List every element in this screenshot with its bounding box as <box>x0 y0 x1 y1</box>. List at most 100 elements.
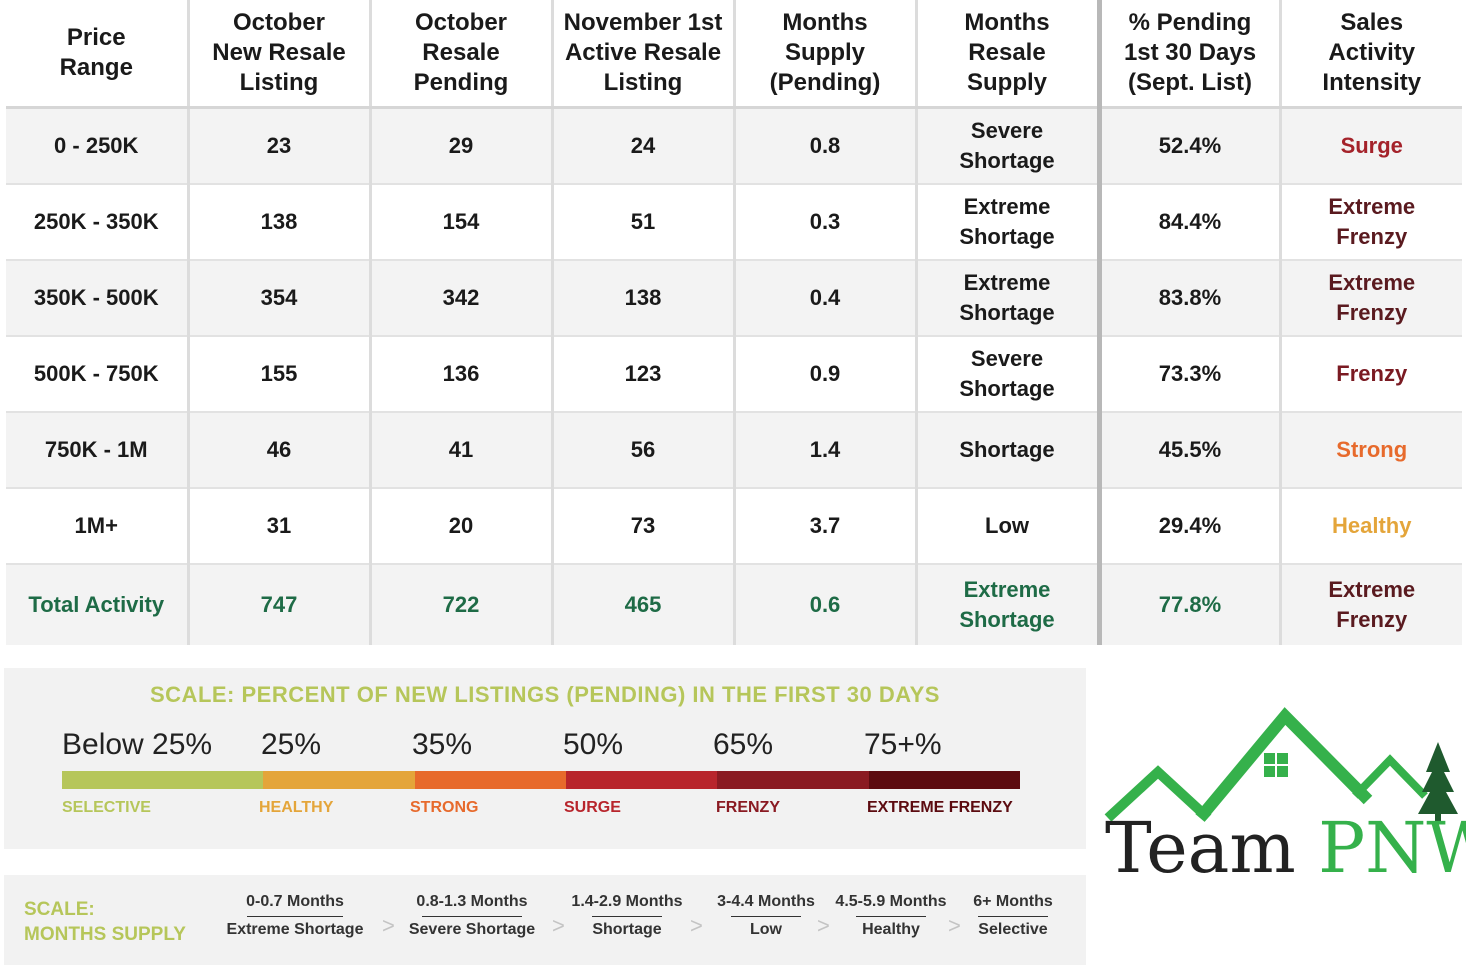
cell-price-range: 500K - 750K <box>6 335 190 413</box>
tier-label: SURGE <box>564 799 621 816</box>
cell-pct-pending: 83.8% <box>1099 259 1282 337</box>
cell-months-resale-supply: Extreme Shortage <box>916 563 1102 645</box>
table-row: 500K - 750K 155 136 123 0.9 Severe Shortage 73.… <box>6 335 1462 413</box>
cell-active-listing: 56 <box>552 411 736 489</box>
threshold-label: 75+% <box>864 728 942 761</box>
scale-segment-surge <box>566 771 717 789</box>
table-total-row: Total Activity 747 722 465 0.6 Extreme Shortag… <box>6 563 1462 645</box>
tier-label: STRONG <box>410 799 479 816</box>
cell-sales-intensity: Healthy <box>1280 487 1462 565</box>
table-row: 0 - 250K 23 29 24 0.8 Severe Shortage 52.4% Surg… <box>6 107 1462 185</box>
cell-months-resale-supply: Extreme Shortage <box>916 183 1102 261</box>
pending-percent-scale-title: SCALE: PERCENT OF NEW LISTINGS (PENDING)… <box>150 682 940 707</box>
pending-percent-scale: SCALE: PERCENT OF NEW LISTINGS (PENDING)… <box>4 668 1086 849</box>
cell-new-listing: 31 <box>188 487 372 565</box>
cell-pending: 342 <box>370 259 554 337</box>
threshold-label: 65% <box>713 728 774 761</box>
header-october-new-resale-listing: October New Resale Listing <box>188 0 372 109</box>
scale-segment-selective <box>62 771 263 789</box>
cell-active-listing: 73 <box>552 487 736 565</box>
header-price-range: Price Range <box>6 0 190 109</box>
cell-price-range: Total Activity <box>6 563 190 645</box>
tier-label: EXTREME FRENZY <box>867 799 1013 816</box>
chevron-right-icon: > <box>690 913 703 938</box>
months-scale-item: 4.5-5.9 Months Healthy <box>835 893 947 938</box>
chevron-right-icon: > <box>552 913 565 938</box>
header-october-resale-pending: October Resale Pending <box>370 0 554 109</box>
cell-sales-intensity: Frenzy <box>1280 335 1462 413</box>
cell-pct-pending: 73.3% <box>1099 335 1282 413</box>
cell-pending: 722 <box>370 563 554 645</box>
cell-active-listing: 51 <box>552 183 736 261</box>
table-row: 750K - 1M 46 41 56 1.4 Shortage 45.5% Strong <box>6 411 1462 489</box>
cell-sales-intensity: Strong <box>1280 411 1462 489</box>
cell-sales-intensity: Surge <box>1280 107 1462 185</box>
cell-pending: 20 <box>370 487 554 565</box>
months-scale-item: 6+ Months Selective <box>973 893 1053 938</box>
months-supply-scale: SCALE: MONTHS SUPPLY 0-0.7 Months Extrem… <box>4 875 1086 965</box>
chevron-right-icon: > <box>817 913 830 938</box>
house-roof-icon <box>1104 707 1428 822</box>
months-scale-item: 1.4-2.9 Months Shortage <box>571 893 683 938</box>
threshold-label: 35% <box>412 728 473 761</box>
cell-pending: 136 <box>370 335 554 413</box>
header-sales-activity-intensity: Sales Activity Intensity <box>1280 0 1462 109</box>
cell-months-supply-pending: 3.7 <box>734 487 918 565</box>
cell-price-range: 250K - 350K <box>6 183 190 261</box>
cell-price-range: 0 - 250K <box>6 107 190 185</box>
scale-segment-strong <box>415 771 566 789</box>
cell-sales-intensity: Extreme Frenzy <box>1280 563 1462 645</box>
scale-segment-frenzy <box>717 771 869 789</box>
table-row: 350K - 500K 354 342 138 0.4 Extreme Shortage 83… <box>6 259 1462 337</box>
months-supply-scale-title: SCALE: MONTHS SUPPLY <box>24 899 186 945</box>
months-scale-item: 0.8-1.3 Months Severe Shortage <box>408 893 536 938</box>
cell-price-range: 750K - 1M <box>6 411 190 489</box>
scale-segment-healthy <box>263 771 415 789</box>
cell-pct-pending: 84.4% <box>1099 183 1282 261</box>
cell-months-supply-pending: 0.8 <box>734 107 918 185</box>
cell-active-listing: 24 <box>552 107 736 185</box>
header-pct-pending: % Pending 1st 30 Days (Sept. List) <box>1099 0 1282 109</box>
cell-pending: 29 <box>370 107 554 185</box>
cell-pending: 154 <box>370 183 554 261</box>
cell-months-supply-pending: 0.6 <box>734 563 918 645</box>
cell-new-listing: 46 <box>188 411 372 489</box>
header-months-resale-supply: Months Resale Supply <box>916 0 1102 109</box>
table-row: 250K - 350K 138 154 51 0.3 Extreme Shortage 84.… <box>6 183 1462 261</box>
tier-label: SELECTIVE <box>62 799 151 816</box>
cell-active-listing: 138 <box>552 259 736 337</box>
chevron-right-icon: > <box>948 913 961 938</box>
team-pnw-logo <box>1104 707 1458 824</box>
header-november-active-resale-listing: November 1st Active Resale Listing <box>552 0 736 109</box>
cell-sales-intensity: Extreme Frenzy <box>1280 183 1462 261</box>
window-icon <box>1264 753 1288 777</box>
threshold-label: 50% <box>563 728 624 761</box>
cell-active-listing: 123 <box>552 335 736 413</box>
tier-label: FRENZY <box>716 799 780 816</box>
cell-new-listing: 747 <box>188 563 372 645</box>
cell-months-resale-supply: Low <box>916 487 1102 565</box>
threshold-label: 25% <box>261 728 322 761</box>
cell-months-supply-pending: 0.3 <box>734 183 918 261</box>
cell-months-resale-supply: Shortage <box>916 411 1102 489</box>
cell-new-listing: 354 <box>188 259 372 337</box>
months-scale-item: 0-0.7 Months Extreme Shortage <box>226 893 364 938</box>
cell-new-listing: 138 <box>188 183 372 261</box>
cell-months-supply-pending: 1.4 <box>734 411 918 489</box>
logo-wordmark: Team PNW <box>1105 807 1466 889</box>
pine-tree-icon <box>1418 742 1458 824</box>
cell-months-resale-supply: Severe Shortage <box>916 107 1102 185</box>
header-months-supply-pending: Months Supply (Pending) <box>734 0 918 109</box>
cell-months-resale-supply: Extreme Shortage <box>916 259 1102 337</box>
months-scale-item: 3-4.4 Months Low <box>717 893 815 938</box>
cell-pct-pending: 77.8% <box>1099 563 1282 645</box>
cell-months-resale-supply: Severe Shortage <box>916 335 1102 413</box>
cell-months-supply-pending: 0.9 <box>734 335 918 413</box>
cell-pending: 41 <box>370 411 554 489</box>
cell-price-range: 350K - 500K <box>6 259 190 337</box>
cell-new-listing: 155 <box>188 335 372 413</box>
cell-pct-pending: 29.4% <box>1099 487 1282 565</box>
scale-segment-extreme-frenzy <box>869 771 1020 789</box>
cell-price-range: 1M+ <box>6 487 190 565</box>
market-activity-table: Price Range October New Resale Listing Octo… <box>6 0 1462 645</box>
